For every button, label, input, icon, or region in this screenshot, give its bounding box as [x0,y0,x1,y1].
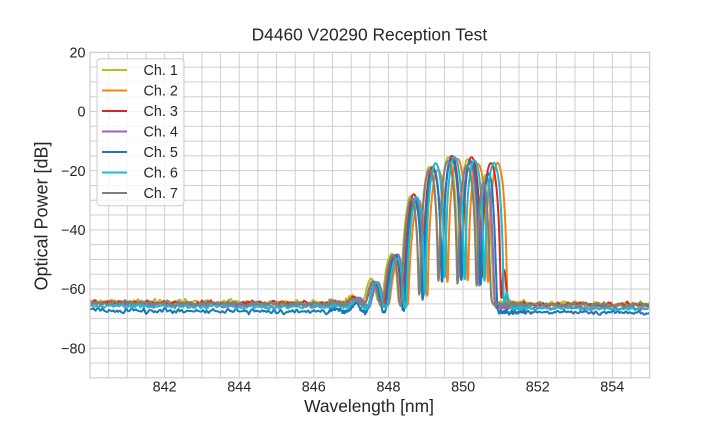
svg-text:Wavelength [nm]: Wavelength [nm] [304,396,434,416]
svg-text:848: 848 [376,380,400,396]
svg-text:−60: −60 [61,282,85,298]
svg-text:Ch. 4: Ch. 4 [144,125,178,141]
svg-text:Optical Power [dB]: Optical Power [dB] [32,141,52,290]
svg-text:−20: −20 [61,164,85,180]
svg-text:854: 854 [600,380,624,396]
svg-text:Ch. 7: Ch. 7 [144,186,178,202]
svg-text:850: 850 [451,380,475,396]
svg-text:Ch. 3: Ch. 3 [144,104,178,120]
svg-text:Ch. 1: Ch. 1 [144,63,178,79]
svg-text:852: 852 [526,380,550,396]
svg-text:844: 844 [227,380,251,396]
svg-text:D4460 V20290 Reception Test: D4460 V20290 Reception Test [252,25,488,45]
svg-text:−80: −80 [61,341,85,357]
svg-text:−40: −40 [61,223,85,239]
svg-text:0: 0 [77,105,85,121]
svg-text:842: 842 [153,380,177,396]
svg-text:Ch. 5: Ch. 5 [144,145,178,161]
svg-text:Ch. 6: Ch. 6 [144,166,178,182]
svg-text:Ch. 2: Ch. 2 [144,84,178,100]
svg-text:20: 20 [69,45,85,61]
svg-text:846: 846 [302,380,326,396]
